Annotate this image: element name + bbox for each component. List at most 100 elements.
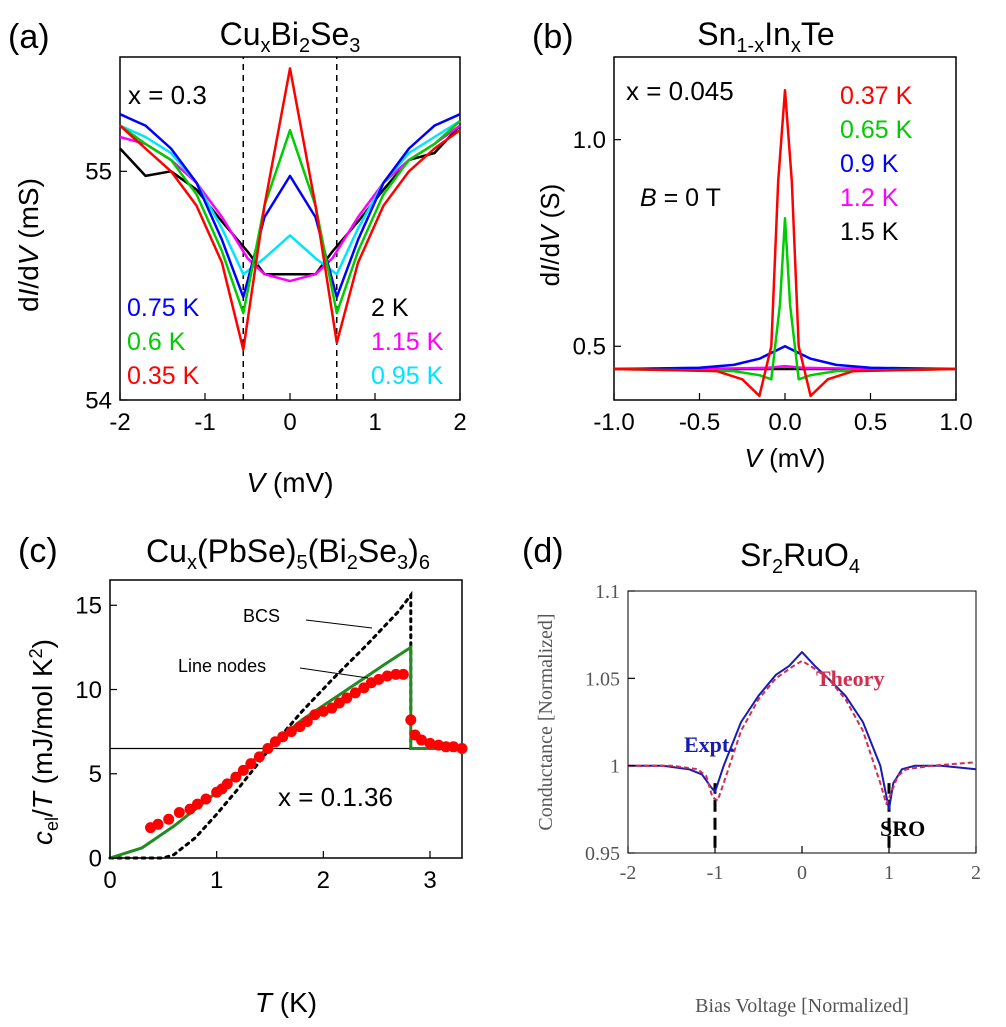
y-tick-label: 54 (85, 387, 112, 414)
y-tick-label: 10 (75, 677, 102, 704)
y-tick-label: 1.0 (573, 127, 606, 154)
y-tick-label: 55 (85, 159, 112, 186)
series-line-0-9-k (613, 345, 957, 371)
panel-a-legend-0: 0.75 K (127, 294, 200, 322)
data-point (309, 709, 321, 721)
data-point (262, 742, 274, 754)
panel-d-series (628, 651, 977, 811)
panel-c-ticks: 0 1 2 3 0 5 10 15 (75, 593, 436, 894)
panel-b-title: Sn1-xInxTe (697, 16, 834, 57)
series-line-0-65-k (613, 216, 957, 381)
panel-a-legend-4: 1.15 K (371, 328, 444, 356)
data-point (341, 692, 353, 704)
data-point (447, 741, 459, 753)
panel-b-xlabel: V (mV) (745, 443, 826, 473)
data-point (200, 793, 212, 805)
panel-c-label: (c) (18, 532, 58, 570)
panel-b-legend-0: 0.37 K (840, 82, 913, 110)
x-tick-label: 0.0 (768, 409, 801, 436)
panel-b-annotation-field: B = 0 T (640, 184, 721, 212)
panel-a: (a) CuxBi2Se3 -2 -1 0 1 2 54 55 x = 0.3 0.75 K… (8, 16, 467, 498)
panel-c-line-nodes-pointer (299, 667, 369, 679)
panel-d-annotation-expt: Expt. (684, 732, 735, 757)
data-point (191, 798, 203, 810)
series-line-0-6-k (119, 120, 461, 315)
data-point (152, 818, 164, 830)
panel-c-annotation-line-nodes: Line nodes (178, 656, 266, 676)
data-point (245, 758, 257, 770)
data-point (373, 673, 385, 685)
x-tick-label: 0 (283, 409, 296, 436)
series-line-1-15-k (119, 124, 461, 283)
panel-a-vlines (242, 57, 338, 400)
bcs-curve (108, 590, 464, 860)
panel-a-xlabel: V (mV) (246, 467, 333, 498)
data-point (285, 726, 297, 738)
x-tick-label: 3 (423, 867, 436, 894)
y-tick-label: 1.1 (595, 581, 620, 603)
data-point (301, 716, 313, 728)
panel-a-ticks: -2 -1 0 1 2 54 55 (85, 159, 466, 436)
data-point (397, 668, 409, 680)
panel-d-title: Sr2RuO4 (740, 537, 860, 578)
x-tick-label: -1.0 (593, 409, 634, 436)
y-tick-label: 1 (610, 756, 620, 778)
data-point (277, 731, 289, 743)
data-point (381, 670, 393, 682)
x-tick-label: 0 (797, 862, 807, 884)
data-point (163, 813, 175, 825)
series-line-0-95-k (119, 119, 461, 276)
panel-b-ticks: -1.0 -0.5 0.0 0.5 1.0 0.5 1.0 (573, 127, 973, 436)
y-tick-label: 0 (89, 845, 102, 872)
series-line-0-37-k (613, 88, 957, 398)
panel-c-annotation-x: x = 0.1.36 (278, 782, 393, 812)
data-point (230, 771, 242, 783)
panel-b-annotation-x: x = 0.045 (626, 76, 734, 106)
panel-c-xlabel: T (K) (255, 987, 317, 1018)
data-point (253, 751, 265, 763)
panel-b-legend-4: 1.5 K (840, 218, 899, 246)
panel-a-legend-3: 2 K (371, 294, 409, 322)
data-point (405, 714, 417, 726)
x-tick-label: 1 (368, 409, 381, 436)
x-tick-label: 2 (453, 409, 466, 436)
data-point (424, 737, 436, 749)
x-tick-label: 0.5 (854, 409, 887, 436)
panel-a-annotation: x = 0.3 (128, 80, 207, 110)
data-point (221, 778, 233, 790)
x-tick-label: 2 (317, 867, 330, 894)
panel-c-ylabel: cel/T (mJ/mol K2) (26, 639, 62, 845)
panel-b-ylabel: dI/dV (S) (535, 184, 565, 287)
panel-c: (c) Cux(PbSe)5(Bi2Se3)6 0 1 2 3 0 5 10 15 BCS L… (18, 532, 468, 1018)
panel-b-legend-2: 0.9 K (840, 150, 899, 178)
x-tick-label: -2 (620, 862, 637, 884)
x-tick-label: -1 (707, 862, 724, 884)
panel-a-legend-1: 0.6 K (127, 328, 186, 356)
series-line-0-35-k (119, 67, 461, 351)
panel-d-ticks: -2 -1 0 1 2 0.95 1 1.05 1.1 (585, 581, 981, 884)
panel-b-series (613, 88, 957, 398)
panel-d-annotation-theory: Theory (816, 666, 884, 691)
data-point (456, 742, 468, 754)
panel-d-label: (d) (522, 532, 564, 570)
panel-b-label: (b) (532, 18, 574, 56)
panel-a-series (119, 67, 461, 351)
panel-d: (d) Sr2RuO4 -2 -1 0 1 2 0.95 1 1.05 1.1 Expt. Th… (522, 532, 981, 1017)
x-tick-label: 1 (210, 867, 223, 894)
y-tick-label: 5 (89, 761, 102, 788)
y-tick-label: 15 (75, 593, 102, 620)
data-point (349, 687, 361, 699)
panel-d-vlines (713, 783, 891, 848)
data-point (173, 807, 185, 819)
panel-d-ylabel: Conductance [Normalized] (535, 613, 557, 830)
data-point (237, 764, 249, 776)
y-tick-label: 1.05 (585, 668, 620, 690)
panel-c-title: Cux(PbSe)5(Bi2Se3)6 (146, 533, 430, 574)
panel-c-curves (108, 590, 464, 860)
panel-a-title: CuxBi2Se3 (220, 16, 361, 57)
panel-b: (b) Sn1-xInxTe -1.0 -0.5 0.0 0.5 1.0 0.5 1.0 x… (532, 16, 973, 473)
panel-c-annotation-bcs: BCS (243, 606, 280, 626)
panel-d-annotation-sro: SRO (880, 816, 925, 841)
panel-c-bcs-pointer (305, 619, 373, 629)
